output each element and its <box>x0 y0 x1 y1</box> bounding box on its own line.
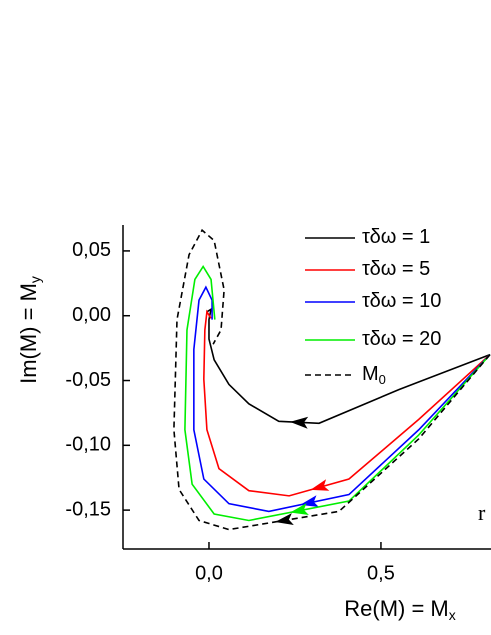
y-tick-label: -0,10 <box>65 434 111 456</box>
direction-arrow <box>290 503 309 515</box>
y-tick-label: -0,15 <box>65 498 111 520</box>
legend-name: τδω = 20 <box>362 328 441 350</box>
x-axis-label-subscript: x <box>449 607 456 623</box>
series-line <box>193 285 491 513</box>
plot-area <box>173 228 491 531</box>
legend-label: τδω = 1 <box>362 226 430 248</box>
direction-arrow <box>310 479 330 491</box>
legend-name: M <box>362 363 379 385</box>
direction-arrow <box>275 513 294 525</box>
direction-arrow <box>300 495 319 508</box>
series-line <box>184 264 491 522</box>
x-tick-label: 0,0 <box>195 562 223 584</box>
legend-label: τδω = 10 <box>362 290 441 312</box>
legend-label: τδω = 5 <box>362 258 430 280</box>
x-axis-label: Re(M) = Mx <box>344 596 456 623</box>
series-line <box>173 228 491 531</box>
x-tick-label: 0,5 <box>367 562 395 584</box>
y-axis-label-main: Im(M) = M <box>16 283 41 384</box>
y-tick-label: 0,05 <box>72 239 111 261</box>
legend-name: τδω = 1 <box>362 226 430 248</box>
y-axis-label: Im(M) = My <box>16 276 43 384</box>
legend-name: τδω = 5 <box>362 258 430 280</box>
series-line <box>206 307 491 425</box>
y-tick-label: 0,00 <box>72 304 111 326</box>
legend-label: τδω = 20 <box>362 328 441 350</box>
y-axis-label-subscript: y <box>27 276 43 283</box>
y-tick-label: -0,05 <box>65 369 111 391</box>
direction-arrow <box>289 416 309 429</box>
legend-name: τδω = 10 <box>362 290 441 312</box>
series-line <box>203 309 491 497</box>
legend-label: M0 <box>362 363 386 387</box>
annotation: r <box>478 500 486 525</box>
x-axis-label-main: Re(M) = M <box>344 596 449 621</box>
legend-name-subscript: 0 <box>379 372 386 387</box>
